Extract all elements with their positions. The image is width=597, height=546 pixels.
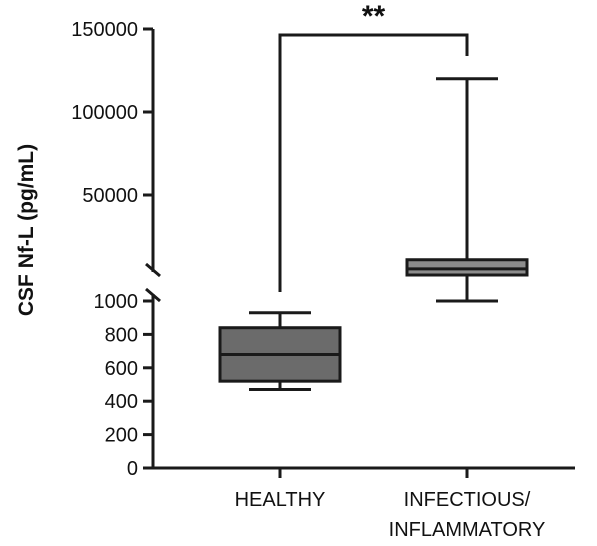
y-axis-title: CSF Nf-L (pg/mL) [15,144,38,316]
x-tick-label-1: INFECTIOUS/INFLAMMATORY [389,489,546,541]
axis-break-mark-top [145,262,161,278]
axis-layer: 0 200 400 600 800 1000 50000 100000 150000 [71,19,575,480]
label-layer: HEALTHY INFECTIOUS/INFLAMMATORY [235,489,546,541]
significance-label: ** [362,0,386,33]
significance-layer: ** [278,0,469,292]
y-tick-label-upper-0: 50000 [82,185,138,207]
y-tick-label-upper-2: 150000 [71,19,138,41]
significance-bracket [278,33,469,292]
y-tick-label-lower-3: 600 [105,358,138,380]
y-tick-label-upper-1: 100000 [71,102,138,124]
y-tick-label-lower-0: 0 [127,458,138,480]
box-layer [218,77,529,392]
y-tick-label-lower-4: 800 [105,324,138,346]
x-tick-label-0: HEALTHY [235,489,326,511]
y-tick-label-lower-2: 400 [105,391,138,413]
y-tick-label-lower-1: 200 [105,425,138,447]
axis-break-mark-bottom [145,287,161,303]
y-tick-label-lower-5: 1000 [94,291,139,313]
